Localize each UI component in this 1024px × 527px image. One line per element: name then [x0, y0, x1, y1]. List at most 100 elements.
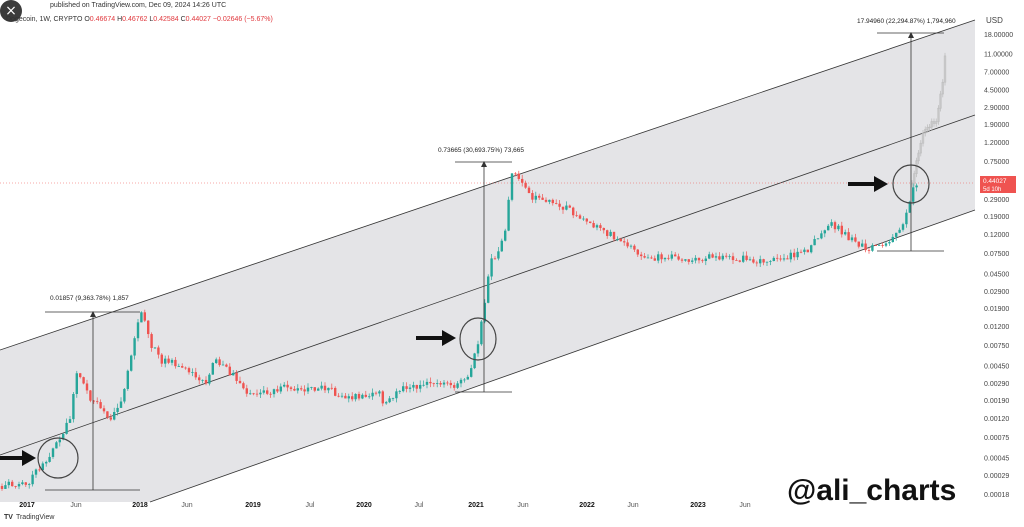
candle-body	[572, 207, 575, 216]
candle-body	[827, 225, 830, 231]
candle-body	[759, 259, 762, 264]
candle-body	[62, 433, 65, 440]
candle-body	[228, 366, 231, 376]
candle-body	[24, 482, 27, 485]
candle-body	[830, 222, 833, 226]
symbol-label: Dogecoin, 1W, CRYPTO	[6, 16, 83, 23]
close-label: C	[180, 16, 186, 23]
candle-body	[772, 257, 775, 262]
watermark-handle: @ali_charts	[787, 474, 956, 507]
projection-candle-body	[926, 127, 929, 130]
candle-body	[636, 249, 639, 255]
candle-body	[68, 419, 72, 423]
candle-body	[347, 396, 350, 399]
candle-body	[884, 243, 888, 246]
high-value: 0.46762	[122, 16, 148, 23]
candle-body	[255, 393, 259, 395]
candle-body	[354, 393, 357, 400]
candle-body	[442, 382, 446, 385]
candle-body	[735, 260, 738, 261]
price-axis-tick: 0.00075	[984, 435, 1009, 442]
candle-body	[388, 398, 391, 403]
price-axis-tick: 0.01900	[984, 306, 1009, 313]
candle-body	[109, 417, 112, 420]
candle-body	[198, 377, 201, 381]
candle-body	[888, 242, 891, 244]
candle-body	[816, 238, 820, 240]
candle-body	[555, 203, 558, 204]
price-axis-tick: 1.20000	[984, 140, 1009, 147]
candle-body	[449, 382, 452, 386]
candle-body	[612, 231, 616, 240]
candle-body	[585, 218, 588, 222]
candle-body	[799, 251, 803, 253]
candle-body	[371, 392, 374, 397]
candle-body	[738, 260, 741, 262]
candle-body	[204, 379, 208, 384]
candle-body	[279, 386, 282, 392]
candle-body	[861, 243, 864, 247]
candle-body	[582, 218, 585, 220]
candle-body	[242, 383, 245, 389]
candle-body	[269, 393, 272, 395]
candle-body	[364, 394, 367, 397]
price-axis-tick: 7.00000	[984, 70, 1009, 77]
candle-body	[48, 456, 51, 462]
candle-body	[130, 355, 133, 371]
time-axis-tick: Jul	[415, 502, 424, 509]
candle-body	[92, 400, 95, 402]
candle-body	[701, 260, 704, 262]
candle-body	[34, 469, 38, 475]
candle-body	[215, 359, 218, 364]
projection-candle-body	[924, 129, 927, 134]
candle-body	[177, 366, 180, 367]
candle-body	[704, 258, 707, 261]
candle-body	[79, 373, 82, 378]
price-axis-tick: 0.04500	[984, 271, 1009, 278]
candle-body	[565, 205, 568, 210]
close-icon[interactable]: ×	[0, 0, 22, 22]
time-axis-tick: 2017	[19, 502, 35, 509]
candle-body	[436, 383, 439, 384]
candle-body	[466, 376, 469, 380]
candle-body	[51, 448, 55, 457]
close-value: 0.44027	[185, 16, 211, 23]
projection-candle-body	[928, 126, 931, 129]
candle-body	[728, 256, 731, 258]
candle-body	[381, 391, 384, 404]
price-axis-tick: 0.00450	[984, 363, 1009, 370]
candle-body	[395, 391, 398, 399]
candle-body	[72, 393, 75, 420]
projection-candle-body	[913, 173, 916, 184]
candle-body	[425, 381, 429, 385]
candle-body	[385, 402, 388, 404]
candle-body	[181, 366, 184, 368]
candle-body	[657, 254, 660, 261]
candle-body	[21, 482, 24, 485]
candle-body	[300, 388, 303, 390]
candle-body	[170, 359, 174, 363]
candle-body	[374, 392, 378, 394]
candle-body	[391, 398, 395, 400]
price-axis-tick: 18.00000	[984, 32, 1013, 39]
candle-body	[82, 377, 85, 384]
candle-body	[221, 364, 225, 366]
candle-body	[694, 257, 697, 261]
projection-candle-body	[941, 81, 944, 95]
candle-body	[731, 256, 735, 261]
candle-body	[895, 232, 898, 237]
candle-body	[439, 383, 442, 385]
low-value: 0.42584	[153, 16, 179, 23]
candle-body	[303, 389, 306, 392]
candle-body	[670, 254, 673, 259]
candle-body	[602, 228, 605, 231]
projection-candle-body	[935, 121, 938, 124]
candle-body	[398, 391, 401, 392]
candle-body	[4, 485, 7, 489]
time-axis-tick: 2019	[245, 502, 261, 509]
candle-body	[833, 222, 837, 230]
candle-body	[286, 384, 289, 388]
candle-body	[470, 368, 473, 377]
candle-body	[629, 245, 633, 247]
